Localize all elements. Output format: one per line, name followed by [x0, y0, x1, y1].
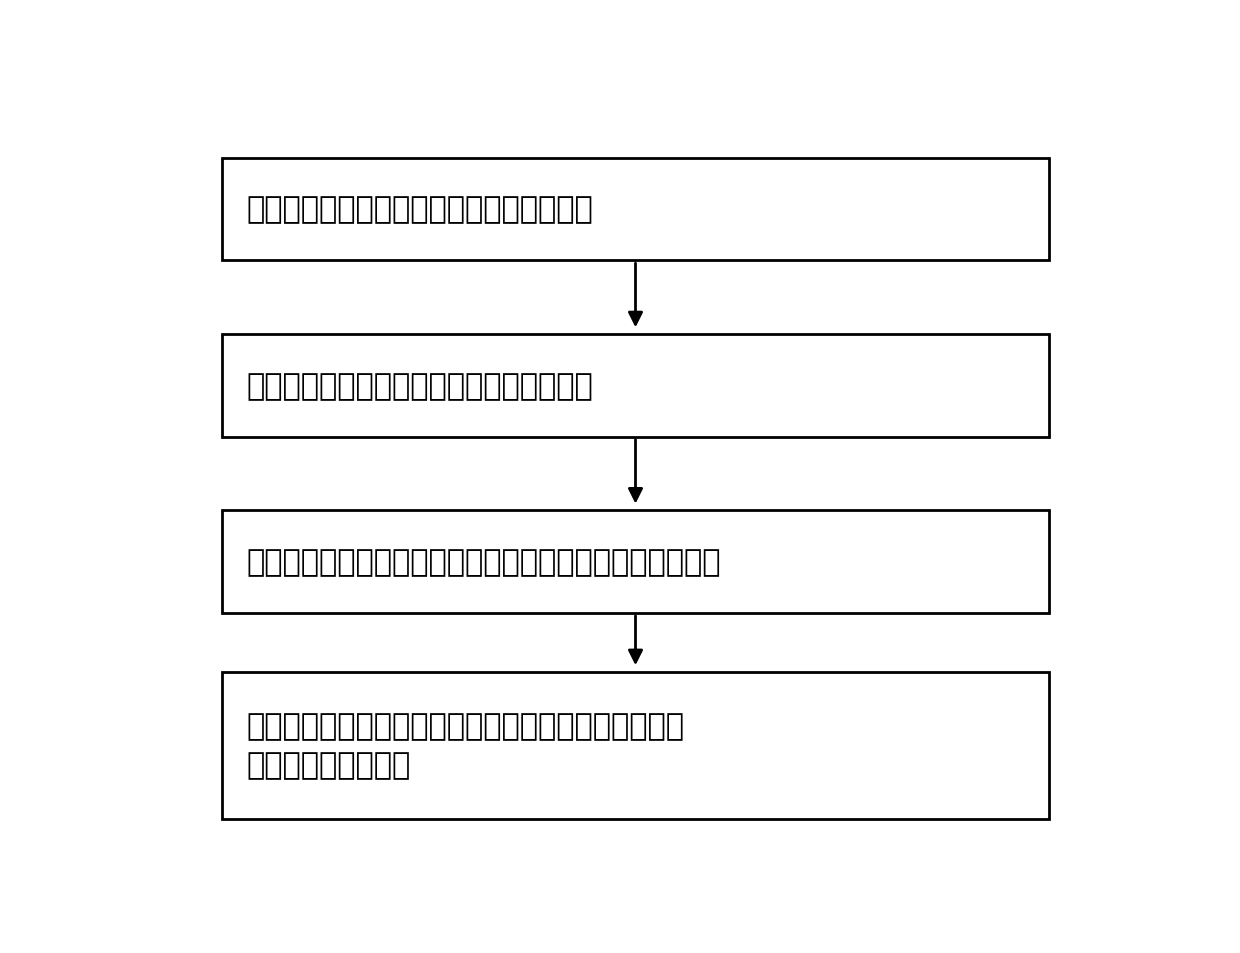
Bar — [222, 672, 1049, 819]
Bar — [222, 158, 1049, 261]
Bar — [222, 511, 1049, 614]
Text: 采集蠕动泵泵轴各圆周位置的实际角速度值: 采集蠕动泵泵轴各圆周位置的实际角速度值 — [247, 372, 593, 400]
Text: 对采集到的蠕动泵泵轴各圆周位置的实际角速度值进行补偿: 对采集到的蠕动泵泵轴各圆周位置的实际角速度值进行补偿 — [247, 548, 720, 577]
Text: 根据补偿后的蠕动泵泵轴各圆周位置的实际角速度值，
控制所述蠕动泵转动: 根据补偿后的蠕动泵泵轴各圆周位置的实际角速度值， 控制所述蠕动泵转动 — [247, 712, 684, 779]
Text: 获取蠕动泵泵轴各圆周位置的目标角速度值: 获取蠕动泵泵轴各圆周位置的目标角速度值 — [247, 195, 593, 224]
Bar — [222, 335, 1049, 437]
